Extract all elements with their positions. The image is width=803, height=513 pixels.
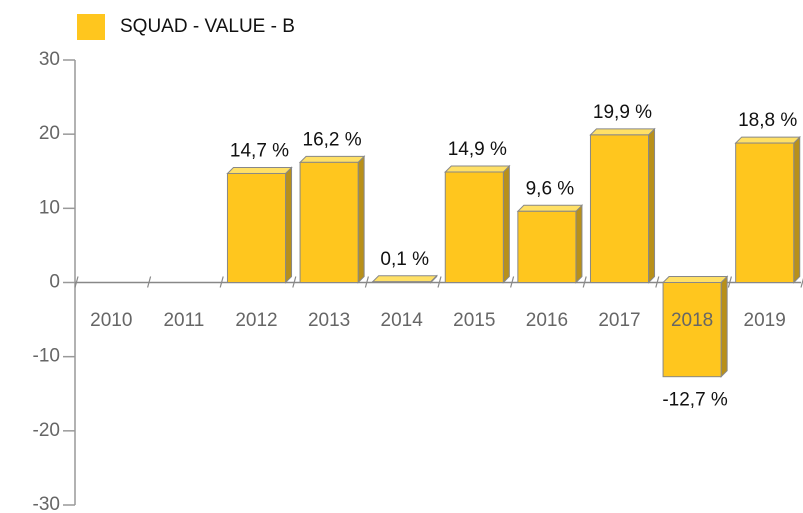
bar-side xyxy=(720,275,728,378)
y-tick-label: 30 xyxy=(39,49,60,70)
bar xyxy=(735,142,795,283)
bar xyxy=(444,171,504,283)
bar xyxy=(662,282,722,378)
x-tick-label: 2013 xyxy=(308,310,350,331)
data-label: -12,7 % xyxy=(662,390,728,411)
legend-swatch xyxy=(77,14,105,40)
x-tick xyxy=(437,276,442,288)
x-tick-label: 2019 xyxy=(744,310,786,331)
y-tick-label: 0 xyxy=(49,272,60,293)
bar xyxy=(517,210,577,283)
bar xyxy=(589,134,650,283)
x-tick xyxy=(219,276,224,288)
bar-top xyxy=(226,166,293,174)
x-tick xyxy=(147,276,152,288)
bar xyxy=(226,172,287,284)
x-tick-label: 2011 xyxy=(163,310,204,331)
x-tick-label: 2018 xyxy=(671,310,713,331)
x-tick xyxy=(74,276,79,288)
bar-side xyxy=(793,135,801,284)
x-tick-label: 2015 xyxy=(453,310,495,331)
x-tick-label: 2014 xyxy=(381,310,424,331)
bar-top xyxy=(444,165,511,173)
x-tick-label: 2017 xyxy=(598,310,640,331)
y-tick-label: 20 xyxy=(39,123,60,144)
data-label: 14,9 % xyxy=(448,139,507,160)
bar-top xyxy=(371,275,438,283)
bar-side xyxy=(285,166,293,284)
bar-top xyxy=(298,155,366,163)
y-tick-label: -20 xyxy=(33,420,60,441)
x-tick-label: 2010 xyxy=(90,310,132,331)
bar-side xyxy=(502,164,510,284)
x-tick xyxy=(727,276,732,288)
x-tick-label: 2012 xyxy=(235,310,277,331)
bar-side xyxy=(648,127,656,284)
bar-top xyxy=(516,204,584,212)
bar xyxy=(299,161,359,284)
x-tick xyxy=(364,276,369,288)
data-label: 19,9 % xyxy=(593,102,652,123)
data-label: 16,2 % xyxy=(303,129,362,150)
bar-top xyxy=(734,136,801,144)
data-label: 0,1 % xyxy=(380,249,429,270)
bar-top xyxy=(589,128,656,136)
data-label: 18,8 % xyxy=(738,110,797,131)
bar-top xyxy=(661,276,729,283)
x-tick xyxy=(655,276,660,288)
bar xyxy=(372,281,432,283)
data-label: 14,7 % xyxy=(230,140,289,161)
bar-side xyxy=(575,204,583,284)
x-tick xyxy=(582,276,587,288)
y-tick-label: 10 xyxy=(39,197,60,218)
legend-label: SQUAD - VALUE - B xyxy=(120,16,295,37)
bar-side xyxy=(357,155,365,284)
x-tick xyxy=(292,276,297,288)
data-label: 9,6 % xyxy=(526,178,575,199)
y-tick-label: -30 xyxy=(33,494,60,513)
x-tick-label: 2016 xyxy=(526,310,568,331)
x-tick xyxy=(510,276,515,288)
y-tick-label: -10 xyxy=(33,346,60,367)
